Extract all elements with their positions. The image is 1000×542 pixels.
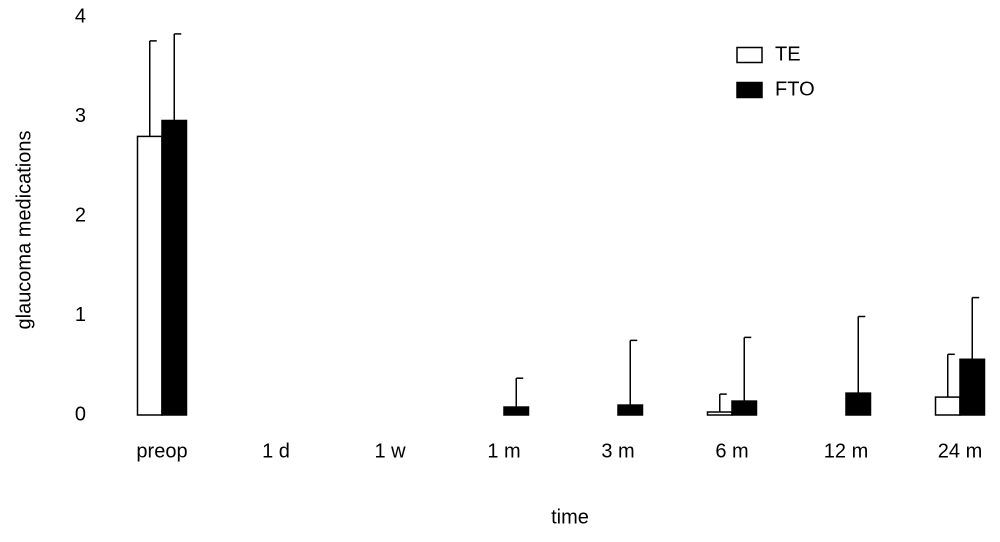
x-tick-label: 24 m — [938, 440, 982, 462]
error-bar — [971, 296, 980, 360]
x-tick-label: 12 m — [824, 440, 868, 462]
legend-swatch — [736, 46, 763, 64]
error-bar — [743, 336, 752, 402]
y-tick-label: 2 — [75, 204, 86, 226]
error-bar — [629, 339, 638, 406]
x-tick-label: 1 m — [487, 440, 520, 462]
y-tick-label: 3 — [75, 105, 86, 127]
error-bar — [947, 353, 955, 398]
x-axis-label: time — [551, 506, 589, 528]
y-tick-label: 4 — [75, 5, 86, 27]
x-tick-label: 1 d — [262, 440, 290, 462]
error-bar — [515, 377, 524, 408]
error-bar — [149, 40, 157, 137]
bar — [161, 119, 188, 416]
bar — [136, 135, 163, 416]
legend-label: TE — [775, 43, 801, 65]
bar — [845, 392, 872, 416]
legend-swatch — [736, 81, 763, 99]
bar — [731, 400, 758, 416]
error-bar — [719, 393, 727, 413]
y-tick-label: 0 — [75, 403, 86, 425]
bar — [959, 358, 986, 416]
error-bar — [173, 33, 182, 121]
bar — [617, 404, 644, 416]
bar — [934, 396, 961, 416]
x-tick-label: 3 m — [601, 440, 634, 462]
bar — [503, 406, 530, 416]
x-tick-label: 1 w — [374, 440, 406, 462]
bar — [706, 411, 733, 416]
y-axis-label: glaucoma medications — [13, 131, 35, 330]
legend-label: FTO — [775, 78, 815, 100]
x-tick-label: preop — [136, 440, 187, 462]
y-tick-label: 1 — [75, 304, 86, 326]
x-tick-label: 6 m — [715, 440, 748, 462]
error-bar — [857, 315, 866, 394]
